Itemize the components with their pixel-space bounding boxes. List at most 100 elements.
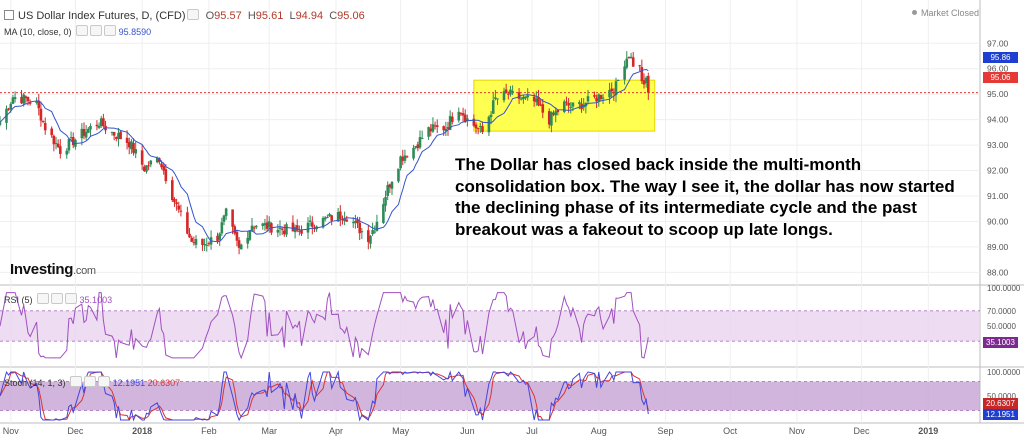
x-tick-label: Mar	[261, 426, 277, 436]
settings-menu-icon[interactable]	[187, 9, 200, 20]
stoch-visibility-icon[interactable]	[70, 376, 83, 387]
stoch-d-line	[0, 371, 649, 422]
stoch-settings-icon[interactable]	[84, 376, 97, 387]
candle-body	[623, 66, 626, 80]
candle-body	[218, 233, 221, 240]
candle-body	[233, 226, 237, 234]
candle-body	[444, 128, 448, 132]
high-label: H	[247, 10, 256, 22]
candle-body	[405, 156, 409, 158]
candle-body	[308, 220, 312, 222]
x-tick-label: Sep	[658, 426, 674, 436]
candle	[537, 89, 540, 107]
candle-body	[569, 106, 573, 108]
candle	[177, 201, 181, 213]
candle-body	[43, 122, 47, 131]
candle-body	[235, 231, 239, 241]
candle-body	[451, 116, 454, 122]
candle	[205, 237, 209, 252]
candle	[474, 122, 478, 134]
collapse-icon[interactable]	[4, 10, 14, 20]
candle-body	[631, 57, 635, 67]
candle	[134, 141, 137, 159]
candle	[459, 112, 463, 116]
candle	[11, 94, 15, 105]
candle-body	[476, 128, 480, 130]
candle	[224, 207, 228, 220]
x-tick-label: 2019	[918, 426, 938, 436]
close-label: C	[329, 10, 338, 22]
candle-body	[489, 114, 493, 118]
candle	[237, 237, 241, 255]
candle-body	[399, 156, 402, 169]
candle	[491, 93, 495, 115]
candle	[487, 115, 491, 136]
candle-body	[466, 118, 469, 121]
candle-body	[11, 97, 15, 104]
candle	[476, 127, 480, 135]
candle	[427, 126, 430, 140]
candle	[550, 111, 553, 133]
candle-body	[494, 97, 497, 99]
ma-settings-icon[interactable]	[90, 25, 103, 36]
candle	[586, 89, 590, 105]
candle-body	[612, 92, 616, 94]
candle	[461, 107, 465, 122]
candle-body	[463, 114, 467, 122]
candle	[54, 136, 58, 150]
candle-body	[578, 102, 581, 104]
close-value: 95.06	[337, 10, 365, 22]
rsi-visibility-icon[interactable]	[37, 293, 50, 304]
candle-body	[41, 121, 45, 123]
candle	[145, 164, 148, 174]
candle	[313, 224, 316, 233]
candle-body	[356, 219, 359, 223]
candle	[401, 149, 405, 166]
candle-body	[474, 124, 478, 129]
rsi-close-icon[interactable]	[65, 293, 78, 304]
candle	[601, 93, 605, 104]
candle-body	[160, 163, 163, 168]
x-tick-label: Apr	[329, 426, 343, 436]
candle	[472, 114, 476, 128]
candle	[112, 131, 116, 141]
candle	[261, 222, 265, 230]
candle-body	[125, 137, 129, 143]
candle	[171, 176, 174, 203]
candle	[276, 224, 280, 238]
candle-body	[563, 101, 566, 112]
candle-body	[56, 143, 60, 148]
candle-body	[13, 97, 17, 100]
ma-close-icon[interactable]	[104, 25, 117, 36]
candle	[56, 139, 60, 149]
ma-visibility-icon[interactable]	[76, 25, 89, 36]
candle-body	[502, 91, 506, 101]
candle-body	[496, 98, 499, 100]
candle-body	[431, 124, 435, 132]
candle	[451, 112, 454, 125]
rsi-settings-icon[interactable]	[51, 293, 64, 304]
candle	[429, 124, 433, 137]
candle-body	[627, 56, 631, 58]
candle-body	[640, 67, 644, 82]
candle-body	[330, 215, 333, 221]
candle-body	[416, 144, 420, 149]
candle-body	[446, 127, 450, 129]
candle-body	[216, 235, 219, 241]
candle-body	[164, 169, 168, 182]
candle	[0, 115, 2, 127]
candle-body	[155, 157, 159, 163]
candle	[431, 117, 435, 133]
candle-body	[119, 131, 122, 140]
candle	[84, 125, 88, 141]
candle	[420, 130, 424, 140]
low-value: 94.94	[295, 10, 324, 22]
stoch-close-icon[interactable]	[98, 376, 111, 387]
candle	[405, 155, 409, 159]
candle-body	[610, 88, 613, 92]
low-label: L	[289, 10, 296, 22]
candle-body	[457, 111, 461, 121]
candle	[616, 79, 620, 82]
candle-body	[597, 94, 601, 102]
